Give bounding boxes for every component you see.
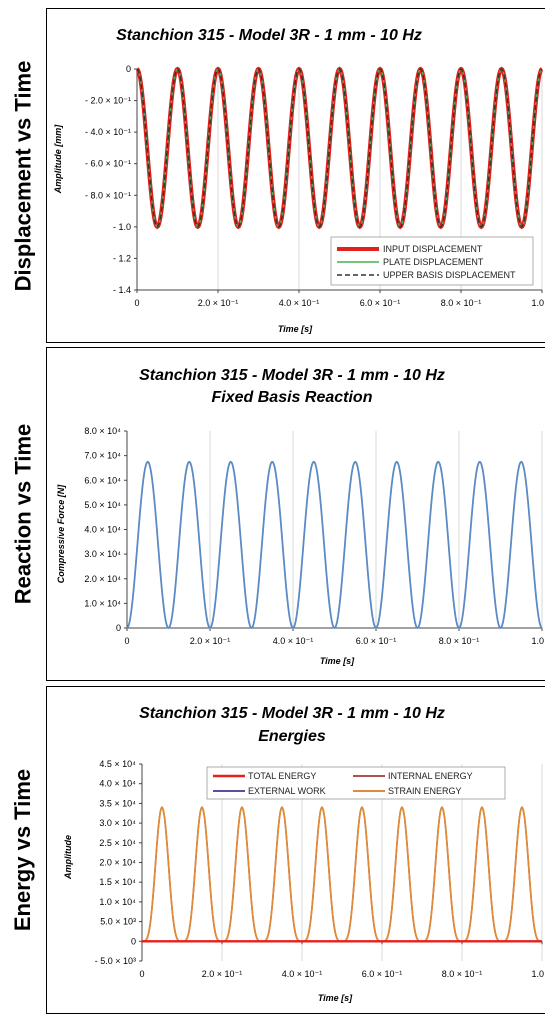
series-line (142, 806, 542, 942)
y-tick-label: 2.0 × 10⁴ (99, 858, 136, 868)
y-tick-label: 5.0 × 10³ (100, 917, 136, 927)
chart-subtitle: Energies (258, 728, 326, 745)
series-line (135, 66, 544, 230)
y-tick-label: 4.0 × 10⁴ (99, 779, 136, 789)
y-tick-label: - 8.0 × 10⁻¹ (85, 190, 131, 200)
x-tick-label: 0 (124, 636, 129, 646)
y-tick-label: - 5.0 × 10³ (95, 956, 136, 966)
y-tick-label: 5.0 × 10⁴ (84, 500, 121, 510)
x-tick-label: 6.0 × 10⁻¹ (360, 298, 401, 308)
y-tick-label: 2.5 × 10⁴ (99, 838, 136, 848)
x-tick-label: 1.0 (531, 969, 544, 979)
chart-title: Stanchion 315 - Model 3R - 1 mm - 10 Hz (139, 705, 445, 722)
row-label-energy: Energy vs Time (10, 768, 36, 932)
series-line (136, 68, 543, 228)
x-tick-label: 2.0 × 10⁻¹ (202, 969, 243, 979)
y-tick-label: 2.0 × 10⁴ (84, 574, 121, 584)
chart-panel-reaction: Stanchion 315 - Model 3R - 1 mm - 10 Hz … (46, 347, 545, 681)
legend-entry-upper: UPPER BASIS DISPLACEMENT (383, 270, 516, 280)
legend-box (206, 766, 506, 800)
y-tick-label: 3.0 × 10⁴ (99, 818, 136, 828)
y-axis-label: Amplitude (63, 835, 73, 880)
chart-reaction: Stanchion 315 - Model 3R - 1 mm - 10 Hz … (56, 367, 544, 666)
x-tick-label: 4.0 × 10⁻¹ (282, 969, 323, 979)
y-tick-label: - 1.0 (113, 222, 131, 232)
x-axis-label: Time [s] (278, 324, 313, 334)
y-tick-label: - 1.4 (113, 285, 131, 295)
y-tick-label: 6.0 × 10⁴ (84, 475, 121, 485)
y-tick-label: - 1.2 (113, 253, 131, 263)
x-tick-label: 4.0 × 10⁻¹ (273, 636, 314, 646)
y-tick-label: 3.0 × 10⁴ (84, 549, 121, 559)
series-line (136, 68, 543, 228)
legend: INPUT DISPLACEMENT PLATE DISPLACEMENT UP… (330, 236, 534, 286)
series-line (142, 806, 542, 943)
series-line (126, 460, 543, 630)
x-tick-label: 8.0 × 10⁻¹ (439, 636, 480, 646)
legend-entry-total: TOTAL ENERGY (248, 771, 316, 781)
y-axis-label: Compressive Force [N] (56, 484, 66, 584)
legend-entry-external: EXTERNAL WORK (248, 786, 326, 796)
y-tick-label: 1.0 × 10⁴ (99, 897, 136, 907)
y-tick-label: 0 (126, 64, 131, 74)
legend-entry-internal: INTERNAL ENERGY (388, 771, 473, 781)
x-tick-label: 8.0 × 10⁻¹ (441, 298, 482, 308)
row-label-displacement: Displacement vs Time (10, 60, 36, 291)
legend: TOTAL ENERGY INTERNAL ENERGY EXTERNAL WO… (206, 766, 506, 800)
x-tick-label: 6.0 × 10⁻¹ (362, 969, 403, 979)
x-axis-label: Time [s] (320, 656, 355, 666)
y-tick-label: 4.0 × 10⁴ (84, 525, 121, 535)
y-tick-label: 0 (131, 936, 136, 946)
y-tick-label: 4.5 × 10⁴ (99, 759, 136, 769)
chart-energy: Stanchion 315 - Model 3R - 1 mm - 10 Hz … (63, 705, 544, 1003)
x-tick-label: 8.0 × 10⁻¹ (442, 969, 483, 979)
x-tick-label: 1.0 (531, 298, 544, 308)
chart-panel-displacement: Stanchion 315 - Model 3R - 1 mm - 10 Hz … (46, 8, 545, 343)
chart-displacement: Stanchion 315 - Model 3R - 1 mm - 10 Hz … (53, 27, 544, 334)
chart-title: Stanchion 315 - Model 3R - 1 mm - 10 Hz (139, 367, 445, 384)
x-tick-label: 0 (134, 298, 139, 308)
x-tick-label: 2.0 × 10⁻¹ (190, 636, 231, 646)
chart-title: Stanchion 315 - Model 3R - 1 mm - 10 Hz (116, 27, 422, 44)
y-tick-label: 8.0 × 10⁴ (84, 426, 121, 436)
y-tick-label: 3.5 × 10⁴ (99, 798, 136, 808)
y-tick-label: - 4.0 × 10⁻¹ (85, 127, 131, 137)
row-label-reaction: Reaction vs Time (10, 423, 35, 605)
legend-entry-plate: PLATE DISPLACEMENT (383, 257, 484, 267)
x-tick-label: 6.0 × 10⁻¹ (356, 636, 397, 646)
x-axis-label: Time [s] (318, 993, 353, 1003)
x-tick-label: 4.0 × 10⁻¹ (279, 298, 320, 308)
x-tick-label: 2.0 × 10⁻¹ (198, 298, 239, 308)
legend-entry-input: INPUT DISPLACEMENT (383, 244, 483, 254)
y-tick-label: 1.5 × 10⁴ (99, 877, 136, 887)
y-tick-label: 1.0 × 10⁴ (84, 598, 121, 608)
y-tick-label: 7.0 × 10⁴ (84, 451, 121, 461)
series-line (142, 806, 542, 942)
chart-subtitle: Fixed Basis Reaction (212, 389, 373, 406)
x-tick-label: 0 (139, 969, 144, 979)
y-axis-label: Amplitude [mm] (53, 124, 63, 195)
legend-box (330, 236, 534, 286)
y-tick-label: - 2.0 × 10⁻¹ (85, 96, 131, 106)
x-tick-label: 1.0 (531, 636, 544, 646)
chart-panel-energy: Stanchion 315 - Model 3R - 1 mm - 10 Hz … (46, 686, 545, 1014)
legend-entry-strain: STRAIN ENERGY (388, 786, 462, 796)
y-tick-label: 0 (116, 623, 121, 633)
y-tick-label: - 6.0 × 10⁻¹ (85, 159, 131, 169)
